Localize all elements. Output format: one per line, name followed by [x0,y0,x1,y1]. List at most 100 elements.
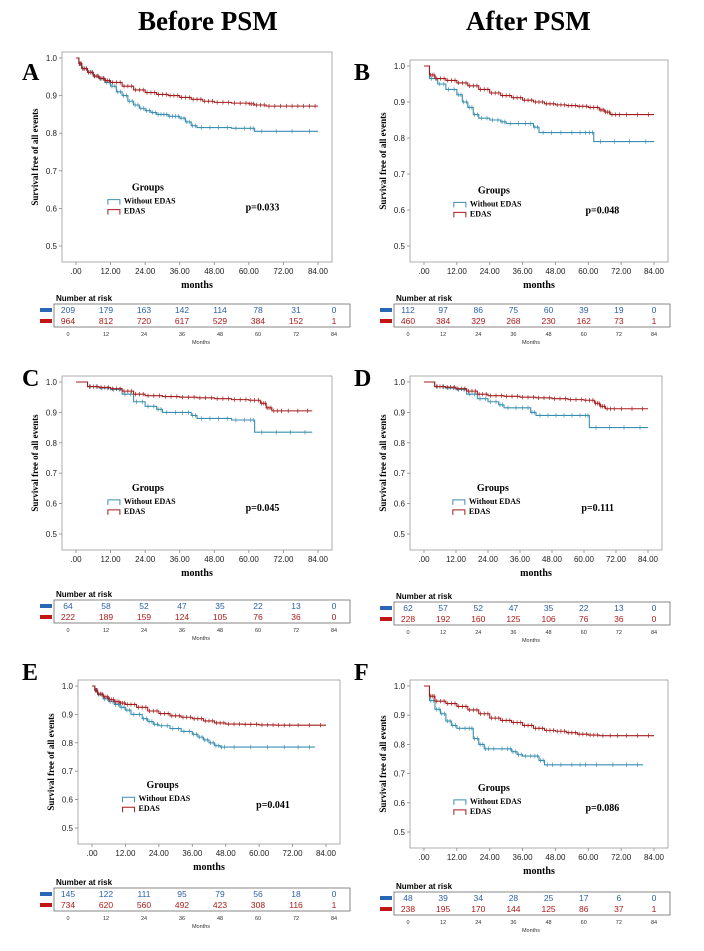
x-tick-label: 60.00 [574,555,595,564]
risk-cell: 492 [175,900,189,910]
risk-cell: 57 [438,603,448,613]
risk-tick-label: 48 [546,920,552,926]
risk-cell: 238 [401,904,415,914]
legend-entry: EDAS [469,507,491,516]
legend-swatch [107,509,121,515]
y-tick-label: 0.8 [62,739,74,748]
risk-cell: 13 [614,603,624,613]
km-curve-edas [92,685,326,726]
risk-x-label: Months [522,638,540,644]
x-tick-label: 36.00 [513,267,534,276]
legend-swatch [453,211,467,218]
risk-tick-label: 12 [103,332,109,338]
x-axis-label: months [520,568,552,579]
risk-cell: 64 [63,601,73,611]
risk-tick-label: 72 [293,916,299,922]
risk-tick-label: 0 [66,916,69,922]
risk-cell: 228 [401,614,415,624]
legend-title: Groups [478,783,510,794]
risk-cell: 22 [579,603,589,613]
risk-cell: 0 [332,612,337,622]
x-tick-label: 84.00 [644,853,665,862]
panel-B: B 0.5 0.6 0.7 0.8 0.9 1.0 .00 12.00 24.00 36.00 48.… [354,59,671,346]
km-curve-without-edas [76,381,313,433]
x-tick-label: 24.00 [480,267,501,276]
legend-title: Groups [478,185,510,196]
risk-cell: 0 [332,305,337,315]
legend-swatch [107,199,121,205]
risk-cell: 159 [137,612,151,622]
y-tick-label: 1.0 [394,378,406,387]
legend-title: Groups [147,780,179,791]
x-tick-label: .00 [418,555,430,564]
risk-cell: 423 [213,900,227,910]
risk-cell: 79 [215,889,225,899]
x-tick-label: 24.00 [478,555,499,564]
y-tick-label: 0.9 [394,408,406,417]
risk-cell: 195 [436,904,450,914]
y-axis-label: Survival free of all events [378,112,388,210]
risk-tick-label: 36 [179,332,185,338]
x-tick-label: 24.00 [135,267,156,276]
panel-A: A 0.5 0.6 0.7 0.8 0.9 1.0 .00 12.00 24.00 36.00 48.… [22,51,351,346]
x-tick-label: 24.00 [149,849,170,858]
risk-tick-label: 0 [406,630,409,636]
y-tick-label: 0.5 [394,530,406,539]
risk-cell: 1 [652,316,657,326]
risk-tick-label: 24 [475,630,481,636]
x-tick-label: 72.00 [606,555,627,564]
risk-cell: 192 [436,614,450,624]
x-tick-label: 36.00 [513,853,534,862]
risk-cell: 35 [544,603,554,613]
legend-swatch [122,806,136,813]
risk-tick-label: 36 [179,916,185,922]
risk-cell: 812 [99,316,113,326]
risk-table-box [53,303,351,328]
km-curve-edas [424,65,654,116]
x-axis-label: months [523,866,555,877]
risk-cell: 86 [579,904,589,914]
risk-row-marker [380,319,392,323]
risk-table-box [393,891,671,916]
legend-entry: EDAS [470,807,492,816]
risk-tick-label: 60 [255,628,261,634]
risk-tick-label: 60 [255,332,261,338]
risk-cell: 152 [289,316,303,326]
risk-title: Number at risk [396,294,453,303]
risk-cell: 529 [213,316,227,326]
risk-cell: 58 [101,601,111,611]
risk-x-label: Months [522,340,540,346]
risk-tick-label: 12 [103,628,109,634]
legend-entry: Without EDAS [139,794,191,803]
risk-tick-label: 60 [581,920,587,926]
x-tick-label: 36.00 [510,555,531,564]
legend-entry: EDAS [139,804,161,813]
risk-tick-label: 72 [616,630,622,636]
x-tick-label: 12.00 [446,555,467,564]
panel-label-A: A [22,60,40,86]
x-tick-label: 72.00 [611,267,632,276]
risk-cell: 0 [332,889,337,899]
x-tick-label: 84.00 [308,555,329,564]
risk-cell: 34 [474,893,484,903]
risk-cell: 145 [61,889,75,899]
y-tick-label: 0.8 [46,439,58,448]
risk-row-marker [40,319,52,323]
x-tick-label: 60.00 [239,555,260,564]
risk-tick-label: 24 [475,332,481,338]
panel-C: C 0.5 0.6 0.7 0.8 0.9 1.0 .00 12.00 24.00 36.00 48.… [22,366,351,642]
x-tick-label: 36.00 [182,849,203,858]
x-tick-label: 72.00 [273,555,294,564]
y-tick-label: 0.9 [62,710,74,719]
risk-cell: 1 [332,316,337,326]
km-curve-without-edas [76,57,318,132]
plot-frame [77,679,341,845]
risk-cell: 329 [471,316,485,326]
legend-swatch [453,799,467,805]
risk-cell: 6 [616,893,621,903]
risk-cell: 230 [541,316,555,326]
legend-title: Groups [132,183,164,194]
risk-cell: 0 [652,893,657,903]
legend-entry: Without EDAS [470,797,522,806]
